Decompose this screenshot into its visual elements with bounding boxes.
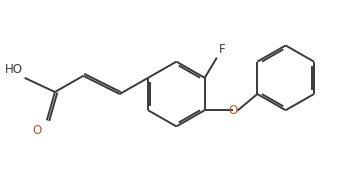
Text: O: O — [33, 124, 42, 137]
Text: O: O — [228, 104, 238, 117]
Text: F: F — [219, 43, 226, 56]
Text: HO: HO — [4, 63, 23, 76]
